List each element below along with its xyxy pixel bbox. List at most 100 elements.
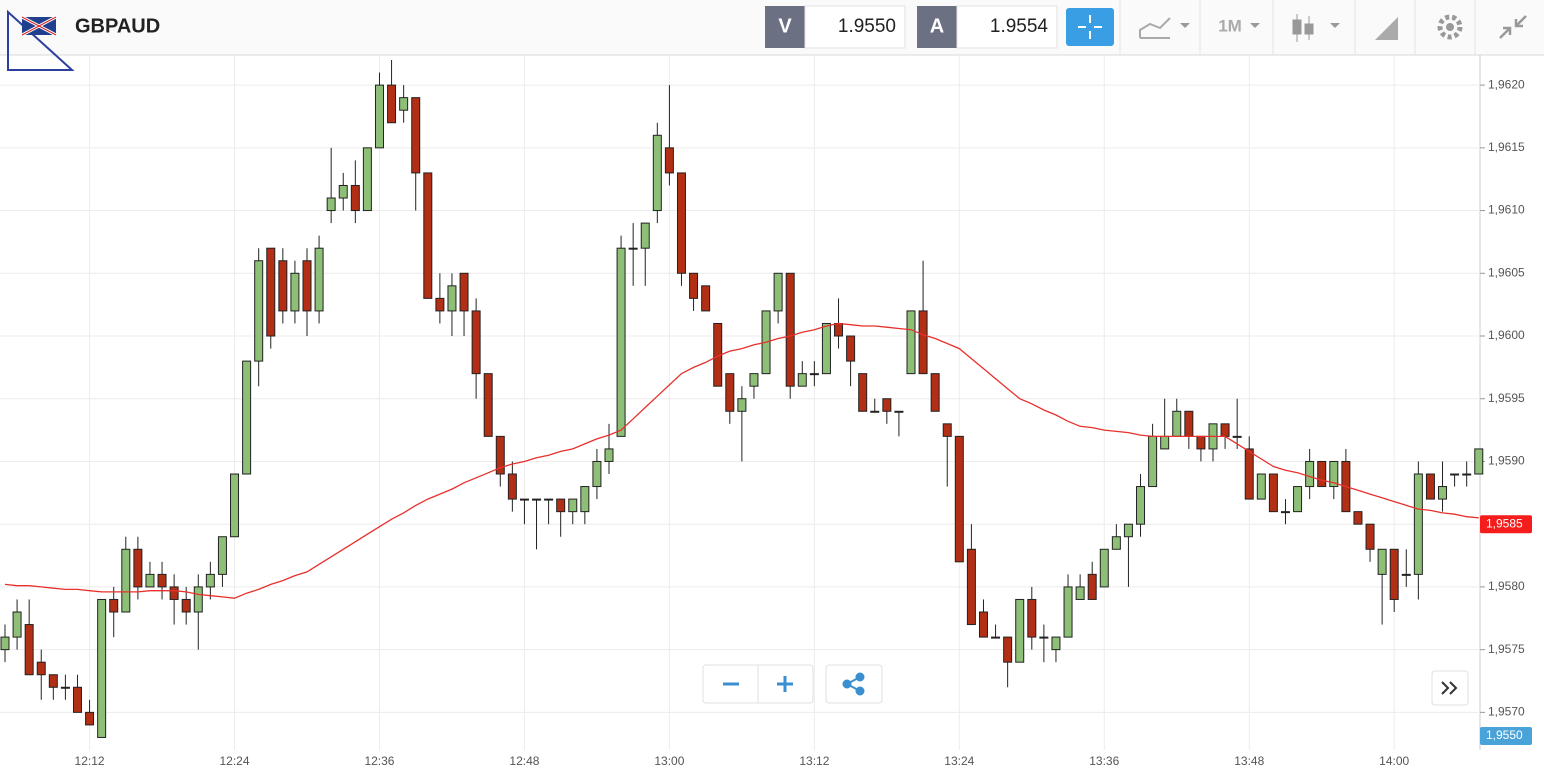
candle-body <box>519 498 529 501</box>
x-tick-label: 12:24 <box>220 754 250 768</box>
scroll-right-box[interactable] <box>1431 670 1469 706</box>
y-tick-label: 1,9605 <box>1488 265 1525 279</box>
drawing-icon[interactable] <box>1375 17 1398 40</box>
dropdown-arrow <box>1180 23 1190 28</box>
candle-body <box>1462 473 1472 476</box>
candle-body <box>145 573 155 588</box>
candle-body <box>0 636 10 651</box>
candle-body <box>217 536 227 575</box>
candle-body <box>133 548 143 588</box>
settings-icon[interactable] <box>1437 14 1463 40</box>
zoom-in-button[interactable] <box>777 676 793 692</box>
y-tick-label: 1,9580 <box>1488 579 1525 593</box>
candle-body <box>411 97 421 174</box>
candle-body <box>1015 598 1025 663</box>
candle-body <box>338 184 348 199</box>
candle-body <box>628 247 638 250</box>
timeframe[interactable]: 1M <box>1218 16 1242 35</box>
candle-body <box>1377 548 1387 575</box>
candle-body <box>399 97 409 111</box>
flag-cross-red <box>21 16 57 36</box>
candle-body <box>314 247 324 312</box>
bid-value-box[interactable] <box>804 5 906 49</box>
candle-body <box>302 260 312 312</box>
candle-body <box>109 598 119 613</box>
candle-body <box>1160 435 1170 450</box>
candle-body <box>568 498 578 513</box>
candle-body <box>580 486 590 513</box>
crosshair-button[interactable] <box>1066 8 1114 46</box>
candle-body <box>507 473 517 500</box>
x-tick-label: 12:12 <box>75 754 105 768</box>
candle-body <box>604 448 614 462</box>
candle-body <box>918 310 928 375</box>
crosshair-icon <box>1078 15 1102 39</box>
symbol: GBPAUD <box>75 15 160 37</box>
candle-body <box>350 184 360 212</box>
candle-body <box>447 285 457 312</box>
candle-body <box>930 373 940 412</box>
candle-body <box>701 285 711 312</box>
x-tick-label: 13:12 <box>799 754 829 768</box>
candle-body <box>1425 473 1435 500</box>
candle-body <box>1438 486 1448 500</box>
x-tick-label: 14:00 <box>1379 754 1409 768</box>
bid-label: V <box>778 15 792 37</box>
dropdown-arrow <box>1250 23 1260 28</box>
candle-body <box>894 410 904 413</box>
candle-body <box>278 260 288 312</box>
ask-value-box[interactable] <box>956 5 1058 49</box>
candle-body <box>48 674 58 688</box>
candle-body <box>1003 636 1013 663</box>
candle-body <box>495 435 505 475</box>
candle-body <box>1220 423 1230 437</box>
candle-body <box>1389 548 1399 600</box>
x-tick-label: 12:36 <box>364 754 394 768</box>
candle-body <box>797 373 807 387</box>
x-tick-label: 13:48 <box>1234 754 1264 768</box>
candle-body <box>664 147 674 174</box>
candle-body <box>592 460 602 488</box>
candle-body <box>36 661 46 676</box>
candle-body <box>1148 435 1158 488</box>
candle-body <box>423 172 433 299</box>
candle-body <box>1244 448 1254 500</box>
candle-body <box>1051 636 1061 651</box>
candle-body <box>966 548 976 626</box>
candle-body <box>230 473 240 538</box>
candle-body <box>1123 523 1133 538</box>
candle-body <box>483 373 493 437</box>
bid-badge <box>1480 727 1532 745</box>
candle-body <box>1063 586 1073 638</box>
candle-body <box>1293 486 1303 513</box>
candle-body <box>1087 573 1097 600</box>
candle-body <box>1329 460 1339 488</box>
candle-body <box>640 222 650 249</box>
candle-body <box>60 686 70 689</box>
candle-body <box>846 335 856 362</box>
candle-body <box>676 172 686 274</box>
share-button[interactable] <box>842 672 865 696</box>
candle-body <box>1280 511 1290 514</box>
candle-body <box>471 310 481 375</box>
candle-body <box>1450 473 1460 476</box>
collapse-icon[interactable] <box>1499 15 1527 39</box>
candle-body <box>991 636 1001 639</box>
last-price-badge <box>1480 515 1532 534</box>
candle-body <box>435 297 445 312</box>
candle-body <box>459 272 469 312</box>
ask-label: A <box>930 15 944 37</box>
candle-body <box>821 322 831 375</box>
share-box <box>825 664 883 704</box>
x-tick-label: 13:36 <box>1089 754 1119 768</box>
candle-icon[interactable] <box>1292 14 1314 42</box>
y-tick-label: 1,9615 <box>1488 140 1525 154</box>
chart-type-icon[interactable] <box>1139 17 1171 39</box>
candle-body <box>978 611 988 638</box>
y-tick-label: 1,9590 <box>1488 454 1525 468</box>
candle-body <box>1027 598 1037 638</box>
candle-body <box>242 360 252 475</box>
candle-body <box>85 711 95 726</box>
